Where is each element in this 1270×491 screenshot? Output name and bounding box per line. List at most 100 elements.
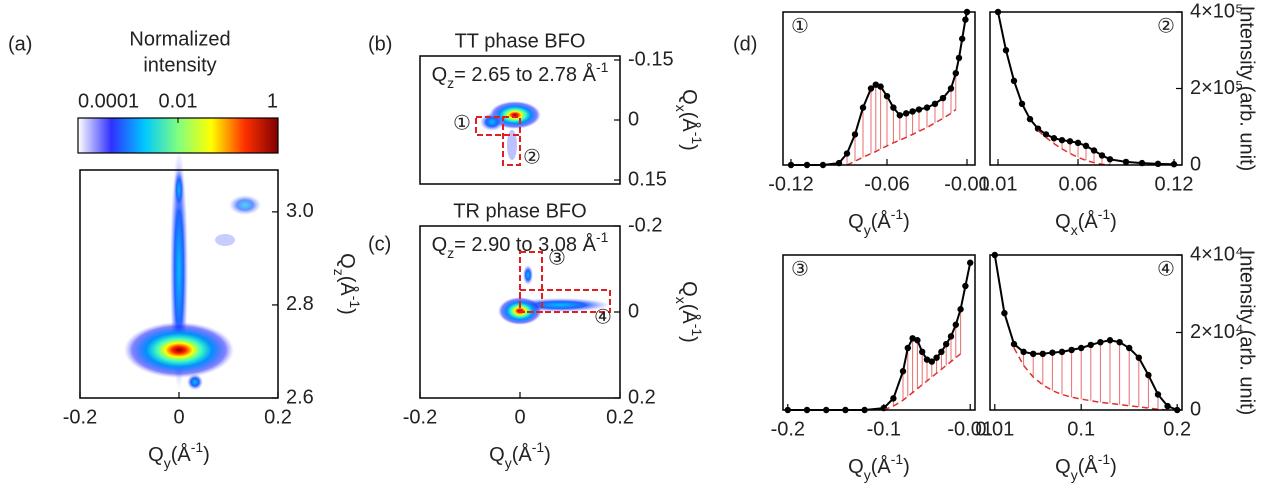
panel-title: TT phase BFO [455, 30, 586, 52]
y-tick-label: 0 [628, 300, 639, 322]
x-tick-label: 0.2 [606, 406, 634, 428]
data-point [952, 70, 959, 77]
data-point [851, 131, 859, 138]
x-tick-label: 0.01 [979, 173, 1018, 195]
y-tick-label: 4×10⁴ [1190, 243, 1244, 265]
y-tick-label: 0 [1190, 398, 1201, 420]
data-point [904, 344, 911, 352]
range-annotation-part: Q [432, 234, 448, 256]
y-axis-label-part: Q [678, 281, 700, 297]
data-point [915, 106, 923, 113]
x-axis-label-part: (Å [871, 455, 892, 478]
data-point [899, 368, 907, 375]
data-point [867, 85, 875, 92]
x-axis-label-part: -1 [191, 439, 204, 455]
data-point [909, 108, 916, 115]
data-point [843, 150, 851, 157]
region-marker: ③ [791, 258, 809, 280]
data-point [1050, 135, 1058, 142]
x-axis-label-part: -1 [891, 451, 904, 467]
y-axis-label-part: (Å [678, 304, 701, 325]
data-line [997, 11, 1175, 166]
data-point [928, 358, 935, 365]
x-axis-label-part: Q [148, 444, 164, 466]
y-axis-label-part: Q [336, 253, 358, 269]
x-axis-label-part: -1 [532, 439, 545, 455]
y-axis-label-part: (Å [336, 276, 359, 297]
y-tick-label: 0.15 [628, 168, 667, 190]
x-axis-label: Qy(Å-1) [489, 439, 551, 471]
data-point [1078, 344, 1085, 352]
data-point [1122, 158, 1130, 166]
colorbar-tick-label: 1 [267, 90, 278, 112]
data-point [962, 282, 969, 290]
x-axis-label-part: Q [1055, 211, 1071, 233]
colorbar-tick-label: 0.01 [159, 90, 198, 112]
x-axis-label-part: Q [489, 444, 505, 466]
panel-label: (b) [368, 33, 392, 55]
data-point [1090, 147, 1098, 154]
data-point [957, 306, 964, 313]
data-point [967, 259, 974, 266]
background-curve [883, 353, 962, 411]
x-tick-label: -0.01 [947, 418, 993, 440]
x-axis-label-part: Q [848, 211, 864, 233]
x-axis-label-part: ) [544, 444, 551, 466]
y-axis-label: Qx(Å-1) [673, 89, 705, 151]
x-axis-label-part: Q [1055, 456, 1071, 478]
data-point [1116, 338, 1123, 346]
data-point [1018, 100, 1026, 108]
data-point [1039, 350, 1047, 358]
data-point [1026, 115, 1034, 123]
data-point [947, 333, 955, 340]
x-tick-label: 0.12 [1155, 173, 1194, 195]
y-axis-label-part: -1 [689, 324, 705, 337]
y-axis-label-part: -1 [347, 296, 363, 309]
data-point [1097, 338, 1104, 346]
panel-label: (a) [8, 33, 32, 55]
data-point [872, 81, 879, 88]
data-point [1066, 138, 1074, 145]
x-axis-label-part: -1 [1098, 206, 1111, 222]
data-point [1058, 136, 1066, 144]
data-point [890, 395, 897, 402]
y-axis-label-part: (Å [678, 112, 701, 133]
data-point [1145, 371, 1152, 379]
range-annotation: Qz= 2.90 to 3.08 Å-1 [432, 229, 609, 261]
plot-frame [782, 254, 976, 411]
data-point [1010, 340, 1018, 348]
data-point [962, 16, 969, 23]
y-tick-label: 2.6 [286, 386, 314, 408]
y-axis-label: Intensity (arb. unit) [1236, 250, 1258, 416]
region-marker: ④ [594, 306, 612, 328]
data-point [1154, 160, 1162, 168]
panel-title: TR phase BFO [453, 200, 586, 222]
data-point [1106, 337, 1114, 344]
data-point [1030, 350, 1037, 358]
range-annotation-part: = 2.90 to 3.08 Å [454, 233, 596, 256]
data-point [1154, 391, 1162, 398]
map-intensity-a [124, 150, 261, 390]
data-point [1020, 348, 1027, 356]
map-intensity-c [498, 251, 611, 325]
y-axis-label-part: ) [678, 144, 700, 151]
x-axis-label-part: ) [903, 456, 910, 478]
data-point [938, 348, 945, 356]
data-point [1135, 354, 1143, 361]
y-tick-label: 2.8 [286, 293, 314, 315]
data-point [1126, 344, 1133, 352]
x-tick-label: -0.12 [768, 173, 814, 195]
data-point [923, 104, 931, 111]
plot-frame [782, 11, 976, 166]
plot-frame [989, 11, 1183, 166]
range-annotation-part: z [447, 75, 454, 91]
x-tick-label: 0 [173, 406, 184, 428]
data-line [993, 254, 1178, 411]
x-axis-label-part: ) [203, 444, 210, 466]
colorbar-tick-label: 0.0001 [78, 90, 139, 112]
data-point [955, 54, 963, 62]
x-axis-label: Qy(Å-1) [1055, 451, 1117, 483]
panel-label: (c) [368, 233, 391, 255]
data-point [1010, 77, 1018, 85]
y-tick-label: 0 [628, 108, 639, 130]
